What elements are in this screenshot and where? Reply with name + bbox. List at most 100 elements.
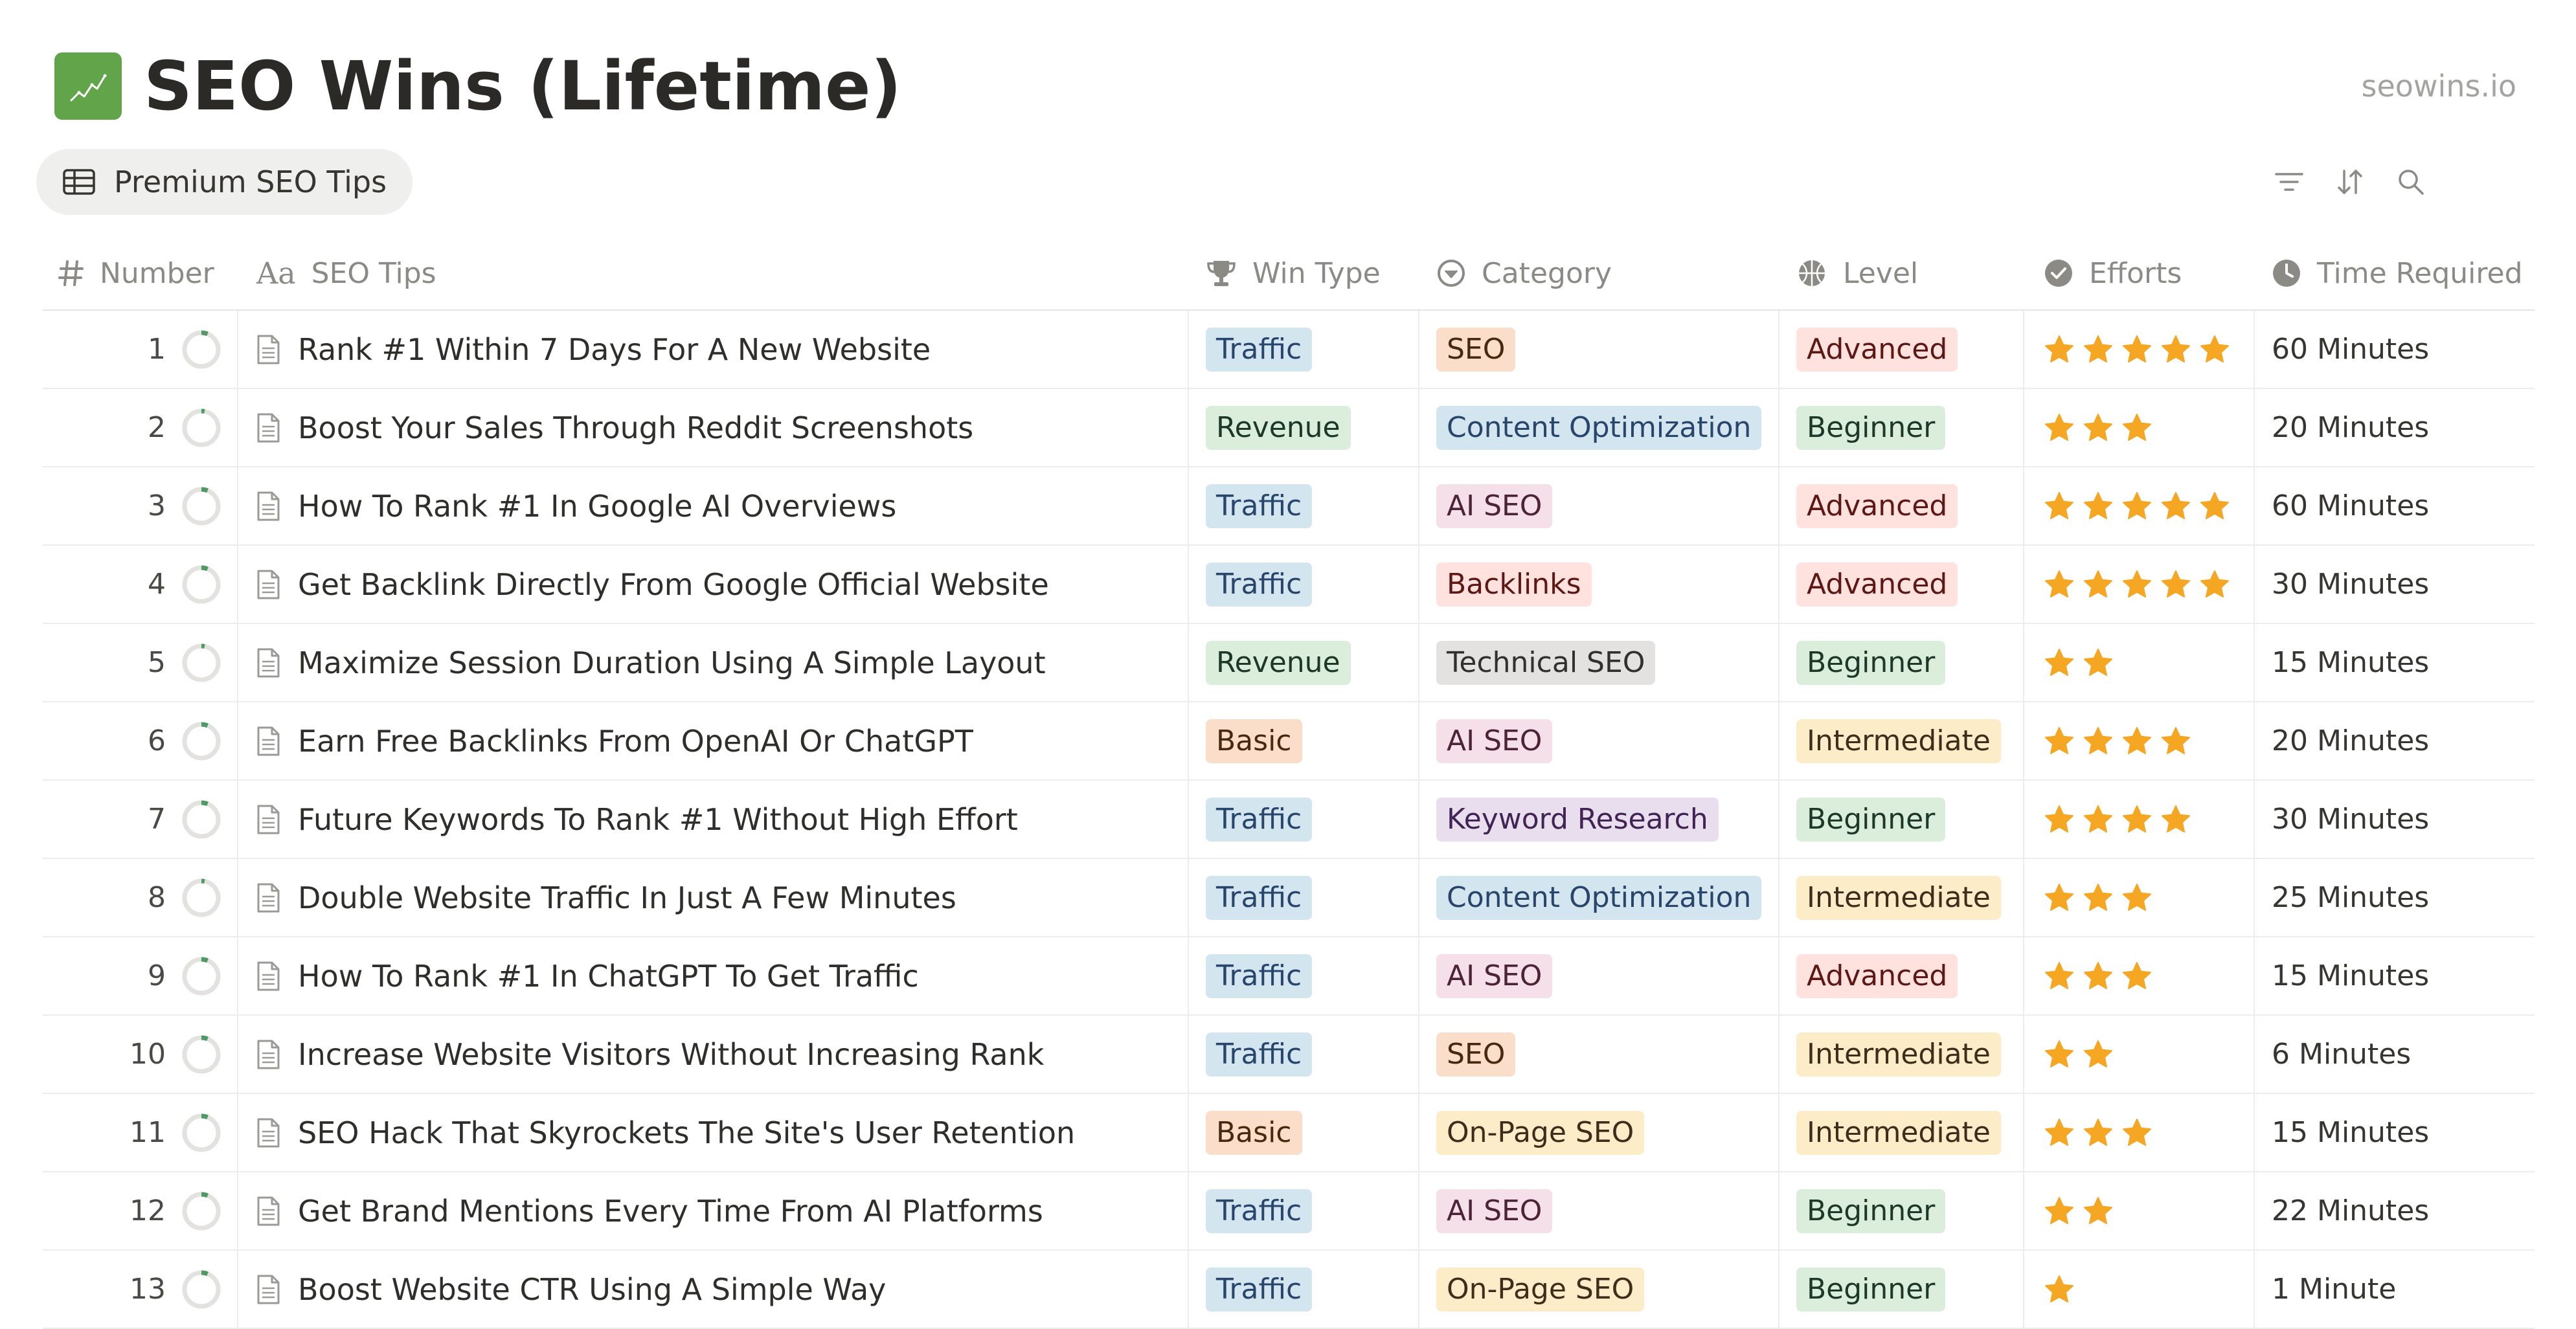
cell-win-type[interactable]: Traffic [1189,467,1419,544]
cell-level[interactable]: Advanced [1779,467,2024,544]
cell-win-type[interactable]: Traffic [1189,859,1419,936]
seo-tip-title[interactable]: Maximize Session Duration Using A Simple… [298,645,1046,680]
cell-category[interactable]: Keyword Research [1419,781,1779,858]
cell-win-type[interactable]: Traffic [1189,1016,1419,1093]
cell-efforts[interactable] [2024,702,2255,779]
cell-level[interactable]: Beginner [1779,781,2024,858]
cell-seo-tip[interactable]: Get Backlink Directly From Google Offici… [238,546,1189,623]
cell-level[interactable]: Advanced [1779,311,2024,388]
column-header-win-type[interactable]: Win Type [1189,237,1419,309]
table-row[interactable]: 12 Get Brand Mentions Every Time From AI … [43,1172,2535,1251]
cell-time-required[interactable]: 1 Minute [2255,1251,2535,1328]
cell-level[interactable]: Beginner [1779,1172,2024,1249]
column-header-category[interactable]: Category [1419,237,1779,309]
cell-time-required[interactable]: 60 Minutes [2255,467,2535,544]
cell-seo-tip[interactable]: Boost Website CTR Using A Simple Way [238,1251,1189,1328]
cell-category[interactable]: AI SEO [1419,467,1779,544]
cell-seo-tip[interactable]: Get Brand Mentions Every Time From AI Pl… [238,1172,1189,1249]
cell-level[interactable]: Beginner [1779,624,2024,701]
column-header-level[interactable]: Level [1779,237,2024,309]
cell-seo-tip[interactable]: How To Rank #1 In ChatGPT To Get Traffic [238,937,1189,1014]
cell-seo-tip[interactable]: Boost Your Sales Through Reddit Screensh… [238,389,1189,466]
chart-line-icon[interactable] [54,52,122,120]
cell-efforts[interactable] [2024,937,2255,1014]
table-row[interactable]: 3 How To Rank #1 In Google AI Overviews Tr… [43,467,2535,546]
cell-category[interactable]: AI SEO [1419,937,1779,1014]
cell-category[interactable]: Content Optimization [1419,389,1779,466]
table-row[interactable]: 1 Rank #1 Within 7 Days For A New Website… [43,311,2535,389]
cell-time-required[interactable]: 30 Minutes [2255,546,2535,623]
cell-level[interactable]: Advanced [1779,937,2024,1014]
seo-tip-title[interactable]: Boost Website CTR Using A Simple Way [298,1271,887,1307]
cell-efforts[interactable] [2024,1172,2255,1249]
seo-tip-title[interactable]: Double Website Traffic In Just A Few Min… [298,880,956,915]
cell-category[interactable]: SEO [1419,311,1779,388]
cell-seo-tip[interactable]: Future Keywords To Rank #1 Without High … [238,781,1189,858]
cell-level[interactable]: Intermediate [1779,859,2024,936]
site-url[interactable]: seowins.io [2361,69,2516,104]
cell-win-type[interactable]: Traffic [1189,1172,1419,1249]
cell-seo-tip[interactable]: Increase Website Visitors Without Increa… [238,1016,1189,1093]
cell-level[interactable]: Intermediate [1779,1016,2024,1093]
cell-level[interactable]: Intermediate [1779,1094,2024,1171]
cell-level[interactable]: Beginner [1779,1251,2024,1328]
cell-efforts[interactable] [2024,859,2255,936]
cell-efforts[interactable] [2024,781,2255,858]
cell-level[interactable]: Advanced [1779,546,2024,623]
cell-seo-tip[interactable]: SEO Hack That Skyrockets The Site's User… [238,1094,1189,1171]
cell-category[interactable]: Backlinks [1419,546,1779,623]
table-row[interactable]: 13 Boost Website CTR Using A Simple Way Tr… [43,1251,2535,1329]
cell-win-type[interactable]: Basic [1189,1094,1419,1171]
table-row[interactable]: 9 How To Rank #1 In ChatGPT To Get Traffi… [43,937,2535,1016]
column-header-efforts[interactable]: Efforts [2024,237,2255,309]
seo-tip-title[interactable]: Get Brand Mentions Every Time From AI Pl… [298,1193,1043,1229]
cell-efforts[interactable] [2024,311,2255,388]
cell-time-required[interactable]: 30 Minutes [2255,781,2535,858]
cell-win-type[interactable]: Traffic [1189,311,1419,388]
table-row[interactable]: 10 Increase Website Visitors Without Incr… [43,1016,2535,1094]
cell-efforts[interactable] [2024,546,2255,623]
cell-time-required[interactable]: 22 Minutes [2255,1172,2535,1249]
seo-tip-title[interactable]: Get Backlink Directly From Google Offici… [298,566,1049,602]
seo-tip-title[interactable]: SEO Hack That Skyrockets The Site's User… [298,1115,1076,1150]
cell-win-type[interactable]: Revenue [1189,624,1419,701]
cell-time-required[interactable]: 15 Minutes [2255,937,2535,1014]
table-row[interactable]: 2 Boost Your Sales Through Reddit Screens… [43,389,2535,467]
column-header-number[interactable]: Number [43,237,238,309]
cell-seo-tip[interactable]: Earn Free Backlinks From OpenAI Or ChatG… [238,702,1189,779]
cell-time-required[interactable]: 25 Minutes [2255,859,2535,936]
seo-tip-title[interactable]: Future Keywords To Rank #1 Without High … [298,801,1018,837]
cell-win-type[interactable]: Basic [1189,702,1419,779]
cell-efforts[interactable] [2024,624,2255,701]
search-icon[interactable] [2395,166,2427,198]
seo-tip-title[interactable]: How To Rank #1 In ChatGPT To Get Traffic [298,958,919,994]
table-row[interactable]: 11 SEO Hack That Skyrockets The Site's Us… [43,1094,2535,1172]
seo-tip-title[interactable]: How To Rank #1 In Google AI Overviews [298,488,897,524]
cell-win-type[interactable]: Traffic [1189,781,1419,858]
cell-efforts[interactable] [2024,467,2255,544]
cell-time-required[interactable]: 6 Minutes [2255,1016,2535,1093]
cell-level[interactable]: Beginner [1779,389,2024,466]
cell-category[interactable]: AI SEO [1419,702,1779,779]
table-row[interactable]: 5 Maximize Session Duration Using A Simpl… [43,624,2535,702]
cell-time-required[interactable]: 20 Minutes [2255,702,2535,779]
cell-seo-tip[interactable]: Rank #1 Within 7 Days For A New Website [238,311,1189,388]
column-header-time-required[interactable]: Time Required [2255,237,2535,309]
cell-seo-tip[interactable]: How To Rank #1 In Google AI Overviews [238,467,1189,544]
column-header-seo-tips[interactable]: Aa SEO Tips [238,237,1189,309]
cell-efforts[interactable] [2024,1251,2255,1328]
cell-win-type[interactable]: Traffic [1189,546,1419,623]
cell-time-required[interactable]: 15 Minutes [2255,1094,2535,1171]
table-row[interactable]: 8 Double Website Traffic In Just A Few Mi… [43,859,2535,937]
cell-category[interactable]: On-Page SEO [1419,1094,1779,1171]
table-row[interactable]: 4 Get Backlink Directly From Google Offic… [43,546,2535,624]
seo-tip-title[interactable]: Boost Your Sales Through Reddit Screensh… [298,410,974,445]
cell-category[interactable]: SEO [1419,1016,1779,1093]
seo-tip-title[interactable]: Earn Free Backlinks From OpenAI Or ChatG… [298,723,973,759]
filter-icon[interactable] [2273,166,2305,198]
cell-time-required[interactable]: 15 Minutes [2255,624,2535,701]
cell-category[interactable]: Technical SEO [1419,624,1779,701]
cell-win-type[interactable]: Revenue [1189,389,1419,466]
cell-time-required[interactable]: 60 Minutes [2255,311,2535,388]
sort-icon[interactable] [2334,166,2366,198]
